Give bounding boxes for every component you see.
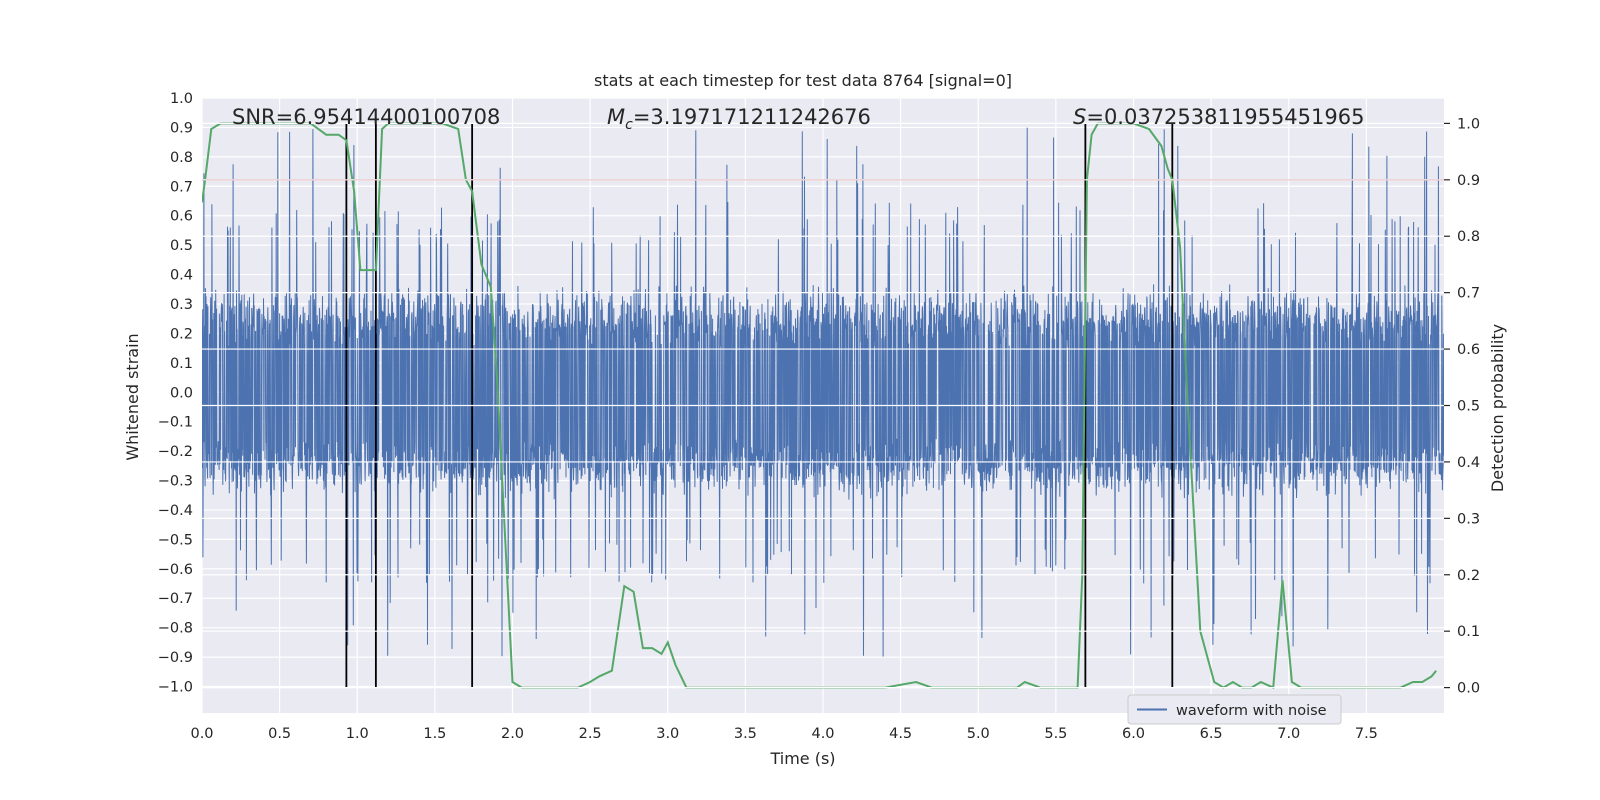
y-tick-label: 0.1 — [170, 356, 193, 372]
y2-tick-label: 0.9 — [1457, 173, 1480, 189]
x-tick-label: 7.5 — [1355, 726, 1378, 742]
spin-value: =0.037253811955451965 — [1086, 105, 1364, 129]
y-tick-label: −1.0 — [158, 680, 193, 696]
y-tick-label: 0.6 — [170, 209, 193, 225]
chirp-mass-annotation: Mc=3.197171211242676 — [607, 105, 871, 133]
x-tick-label: 2.5 — [579, 726, 602, 742]
y-tick-label: −0.1 — [158, 415, 193, 431]
chart-title: stats at each timestep for test data 876… — [594, 71, 1012, 90]
y2-tick-label: 0.4 — [1457, 455, 1480, 471]
y2-tick-label: 0.3 — [1457, 511, 1480, 527]
x-axis-ticks: 0.0 0.5 1.0 1.5 2.0 2.5 3.0 3.5 4.0 4.5 5.0 5.5 6.0 6… — [190, 726, 1377, 742]
x-tick-label: 6.5 — [1200, 726, 1223, 742]
y-axis-ticks: 1.0 0.9 0.8 0.7 0.6 0.5 0.4 0.3 0.2 0.1 0.0 −0.1 −0.… — [158, 91, 193, 696]
x-tick-label: 4.5 — [889, 726, 912, 742]
x-tick-label: 7.0 — [1277, 726, 1300, 742]
chirp-mass-symbol: M — [607, 105, 625, 129]
x-tick-label: 1.5 — [423, 726, 446, 742]
y2-tick-label: 0.8 — [1457, 229, 1480, 245]
y-tick-label: 0.9 — [170, 120, 193, 136]
y-tick-label: 0.2 — [170, 326, 193, 342]
x-tick-label: 6.0 — [1122, 726, 1145, 742]
y2-tick-label: 0.1 — [1457, 624, 1480, 640]
waveform-series — [202, 127, 1444, 657]
y-tick-label: −0.2 — [158, 444, 193, 460]
spin-annotation: S=0.037253811955451965 — [1073, 105, 1364, 129]
y-tick-label: 0.7 — [170, 179, 193, 195]
legend-box — [1127, 694, 1342, 725]
x-tick-label: 4.0 — [811, 726, 834, 742]
y2-tick-label: 0.7 — [1457, 286, 1480, 302]
y-tick-label: 0.0 — [170, 385, 193, 401]
y-tick-label: −0.6 — [158, 562, 193, 578]
legend: waveform with noise — [1127, 694, 1342, 725]
y-tick-label: −0.5 — [158, 532, 193, 548]
y-tick-label: −0.8 — [158, 621, 193, 637]
y-tick-label: 0.3 — [170, 297, 193, 313]
y-tick-label: 0.5 — [170, 238, 193, 254]
chirp-mass-value: =3.197171211242676 — [633, 105, 871, 129]
y-tick-label: 1.0 — [170, 91, 193, 107]
spin-symbol: S — [1073, 105, 1086, 129]
x-tick-label: 3.5 — [734, 726, 757, 742]
y2-tick-label: 1.0 — [1457, 116, 1480, 132]
legend-label: waveform with noise — [1176, 703, 1327, 719]
x-tick-label: 1.0 — [346, 726, 369, 742]
y2-tick-label: 0.0 — [1457, 681, 1480, 697]
chirp-mass-subscript: c — [625, 117, 633, 133]
x-tick-label: 3.0 — [656, 726, 679, 742]
x-tick-label: 5.5 — [1044, 726, 1067, 742]
y2-tick-label: 0.2 — [1457, 568, 1480, 584]
y-tick-label: 0.4 — [170, 268, 193, 284]
y2-axis-label: Detection probability — [1488, 324, 1507, 492]
y2-tick-label: 0.6 — [1457, 342, 1480, 358]
y-tick-label: −0.9 — [158, 650, 193, 666]
y2-axis-ticks: 1.0 0.9 0.8 0.7 0.6 0.5 0.4 0.3 0.2 0.1 0.0 — [1444, 116, 1480, 697]
y-tick-label: 0.8 — [170, 150, 193, 166]
x-tick-label: 0.5 — [268, 726, 291, 742]
x-tick-label: 2.0 — [501, 726, 524, 742]
x-tick-label: 5.0 — [967, 726, 990, 742]
y-tick-label: −0.7 — [158, 591, 193, 607]
y-tick-label: −0.4 — [158, 503, 193, 519]
y-tick-label: −0.3 — [158, 474, 193, 490]
twin-axis-gridlines — [202, 122, 1444, 689]
x-tick-label: 0.0 — [190, 726, 213, 742]
snr-annotation: SNR=6.95414400100708 — [232, 105, 500, 129]
y-axis-label: Whitened strain — [123, 333, 142, 460]
y2-tick-label: 0.5 — [1457, 399, 1480, 415]
x-axis-label: Time (s) — [769, 749, 835, 768]
